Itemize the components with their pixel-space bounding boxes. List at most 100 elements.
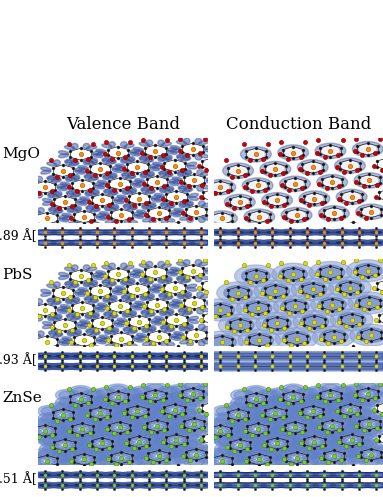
Circle shape — [173, 231, 195, 234]
Circle shape — [241, 147, 271, 162]
Circle shape — [70, 353, 89, 356]
Circle shape — [245, 243, 265, 246]
Circle shape — [262, 192, 293, 208]
Ellipse shape — [47, 284, 57, 288]
Circle shape — [291, 404, 308, 412]
Circle shape — [95, 425, 118, 437]
Circle shape — [126, 398, 149, 410]
Circle shape — [322, 231, 342, 234]
Circle shape — [250, 411, 274, 422]
Ellipse shape — [124, 279, 134, 283]
Circle shape — [354, 474, 364, 476]
Circle shape — [343, 193, 360, 201]
Ellipse shape — [48, 316, 59, 321]
Circle shape — [331, 240, 352, 243]
Circle shape — [250, 242, 260, 244]
Circle shape — [96, 484, 116, 487]
Circle shape — [165, 442, 188, 453]
Circle shape — [183, 364, 202, 367]
Circle shape — [74, 232, 85, 233]
Ellipse shape — [80, 197, 90, 201]
Circle shape — [200, 461, 217, 469]
Circle shape — [281, 299, 309, 314]
Ellipse shape — [198, 141, 209, 145]
Ellipse shape — [117, 198, 127, 202]
Ellipse shape — [187, 324, 193, 330]
Circle shape — [79, 484, 99, 487]
Ellipse shape — [62, 213, 72, 217]
Circle shape — [224, 194, 255, 210]
Circle shape — [171, 453, 195, 464]
Ellipse shape — [110, 189, 117, 195]
Circle shape — [326, 209, 342, 218]
Circle shape — [200, 473, 221, 477]
Ellipse shape — [159, 294, 166, 299]
Ellipse shape — [108, 205, 118, 209]
Circle shape — [106, 399, 130, 411]
Ellipse shape — [185, 186, 192, 191]
Text: Conduction Band: Conduction Band — [226, 116, 371, 133]
Ellipse shape — [91, 280, 98, 286]
Ellipse shape — [108, 328, 118, 332]
Circle shape — [131, 353, 150, 356]
Ellipse shape — [147, 187, 154, 193]
Circle shape — [251, 213, 268, 221]
Circle shape — [201, 331, 243, 353]
Circle shape — [236, 429, 253, 437]
Circle shape — [123, 397, 140, 405]
Ellipse shape — [65, 267, 75, 271]
Text: Valence Band: Valence Band — [66, 116, 180, 133]
Ellipse shape — [105, 206, 115, 210]
Circle shape — [340, 442, 363, 453]
Ellipse shape — [122, 189, 129, 195]
Circle shape — [201, 231, 221, 234]
Circle shape — [246, 431, 270, 442]
Ellipse shape — [73, 297, 80, 303]
Circle shape — [149, 364, 167, 367]
Circle shape — [286, 431, 303, 439]
Circle shape — [302, 242, 312, 244]
Ellipse shape — [177, 141, 187, 145]
Ellipse shape — [178, 294, 188, 298]
Ellipse shape — [141, 173, 151, 177]
Circle shape — [107, 443, 124, 451]
Circle shape — [355, 296, 383, 310]
Ellipse shape — [103, 158, 110, 164]
Circle shape — [371, 474, 381, 476]
Circle shape — [359, 397, 376, 406]
Circle shape — [376, 447, 383, 455]
Circle shape — [231, 433, 248, 442]
Circle shape — [82, 389, 106, 401]
Circle shape — [196, 485, 206, 486]
Circle shape — [317, 174, 348, 190]
Circle shape — [282, 443, 299, 451]
Ellipse shape — [147, 310, 154, 316]
Circle shape — [309, 454, 332, 466]
Circle shape — [282, 331, 311, 346]
Ellipse shape — [170, 333, 181, 337]
Circle shape — [194, 384, 218, 396]
Ellipse shape — [66, 299, 76, 303]
Ellipse shape — [121, 263, 127, 269]
Circle shape — [261, 473, 283, 477]
Circle shape — [234, 457, 258, 469]
Circle shape — [171, 386, 188, 394]
Circle shape — [36, 367, 54, 370]
Ellipse shape — [179, 309, 186, 315]
Circle shape — [181, 440, 198, 448]
Ellipse shape — [91, 158, 98, 164]
Circle shape — [330, 440, 347, 448]
Circle shape — [147, 484, 167, 487]
Ellipse shape — [172, 302, 182, 307]
Ellipse shape — [49, 208, 56, 213]
Ellipse shape — [38, 224, 44, 229]
Circle shape — [245, 232, 265, 236]
Ellipse shape — [114, 197, 124, 201]
Circle shape — [352, 142, 383, 157]
Circle shape — [43, 484, 63, 487]
Circle shape — [262, 243, 282, 246]
Ellipse shape — [160, 201, 170, 205]
Ellipse shape — [88, 299, 98, 303]
Circle shape — [147, 458, 170, 469]
Circle shape — [43, 437, 60, 445]
